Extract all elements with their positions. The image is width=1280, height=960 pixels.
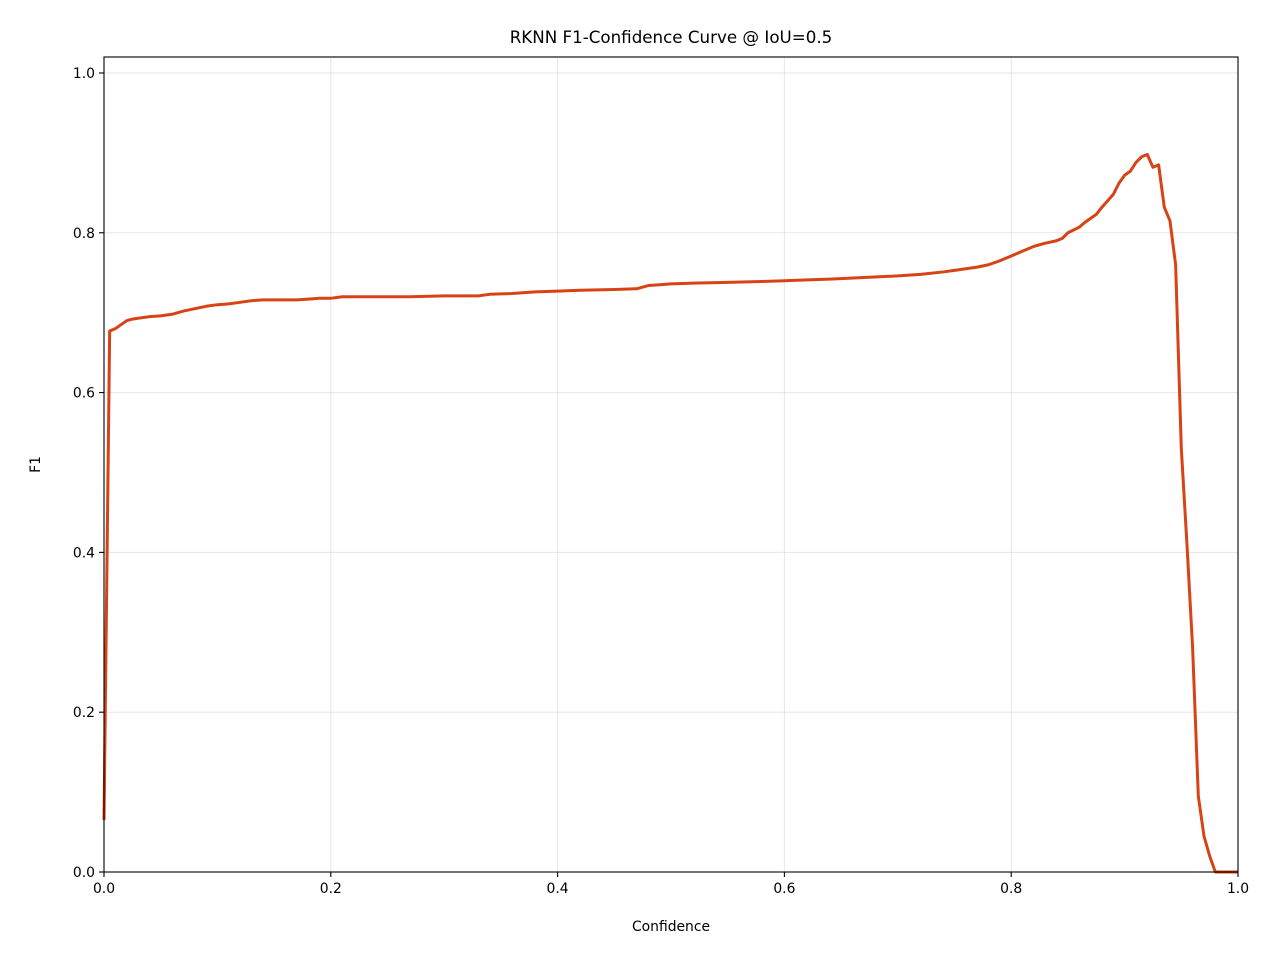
y-axis-ticks: 0.0 0.2 0.4 0.6 0.8 1.0 [73, 66, 104, 881]
y-tick-label: 1.0 [73, 66, 95, 82]
y-tick-label: 0.6 [73, 386, 95, 402]
y-tick-label: 0.2 [73, 705, 95, 721]
x-axis-label: Confidence [632, 919, 710, 935]
x-tick-label: 0.8 [1000, 881, 1022, 897]
x-tick-label: 0.6 [773, 881, 795, 897]
x-tick-label: 0.0 [93, 881, 115, 897]
y-tick-label: 0.0 [73, 865, 95, 881]
y-axis-label: F1 [28, 456, 44, 473]
f1-curve-line [102, 152, 1238, 874]
plot-frame [103, 56, 1239, 873]
y-tick-label: 0.4 [73, 545, 95, 561]
series-layer [102, 152, 1238, 874]
y-tick-label: 0.8 [73, 226, 95, 242]
x-tick-label: 0.2 [320, 881, 342, 897]
x-axis-ticks: 0.0 0.2 0.4 0.6 0.8 1.0 [93, 872, 1249, 897]
chart-title: RKNN F1-Confidence Curve @ IoU=0.5 [510, 27, 833, 47]
x-tick-label: 0.4 [547, 881, 569, 897]
x-tick-label: 1.0 [1227, 881, 1249, 897]
